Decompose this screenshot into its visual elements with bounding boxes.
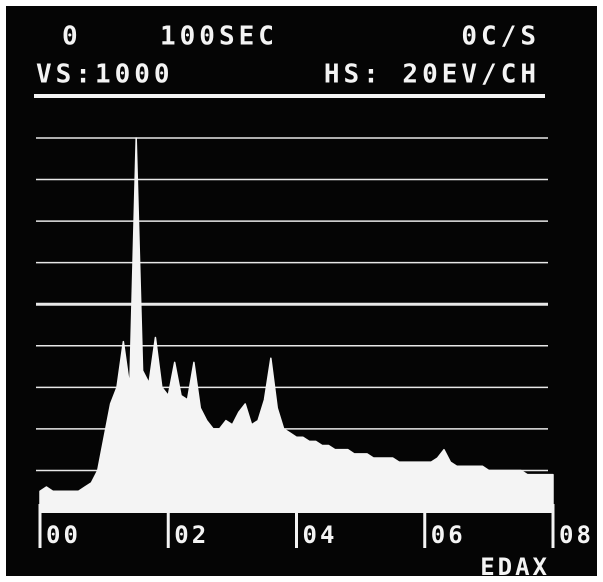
brand: EDAX (480, 553, 550, 581)
x-tick-label: 04 (303, 521, 338, 549)
x-tick-label: 06 (431, 521, 466, 549)
header-time: 100SEC (160, 22, 278, 52)
x-tick-label: 08 (559, 521, 594, 549)
x-tick-label: 00 (46, 521, 81, 549)
vertical-scale: VS:1000 (36, 60, 174, 90)
x-tick-label: 02 (174, 521, 209, 549)
header-left: 0 (62, 22, 82, 52)
horizontal-scale: HS: 20EV/CH (324, 60, 540, 90)
header-rate: 0C/S (461, 22, 540, 52)
page: {"chart_data": { "type": "area", "header… (0, 0, 603, 582)
chart: 0 100SEC 0C/S VS:1000 HS: 20EV/CH EDAX 0… (0, 0, 603, 582)
